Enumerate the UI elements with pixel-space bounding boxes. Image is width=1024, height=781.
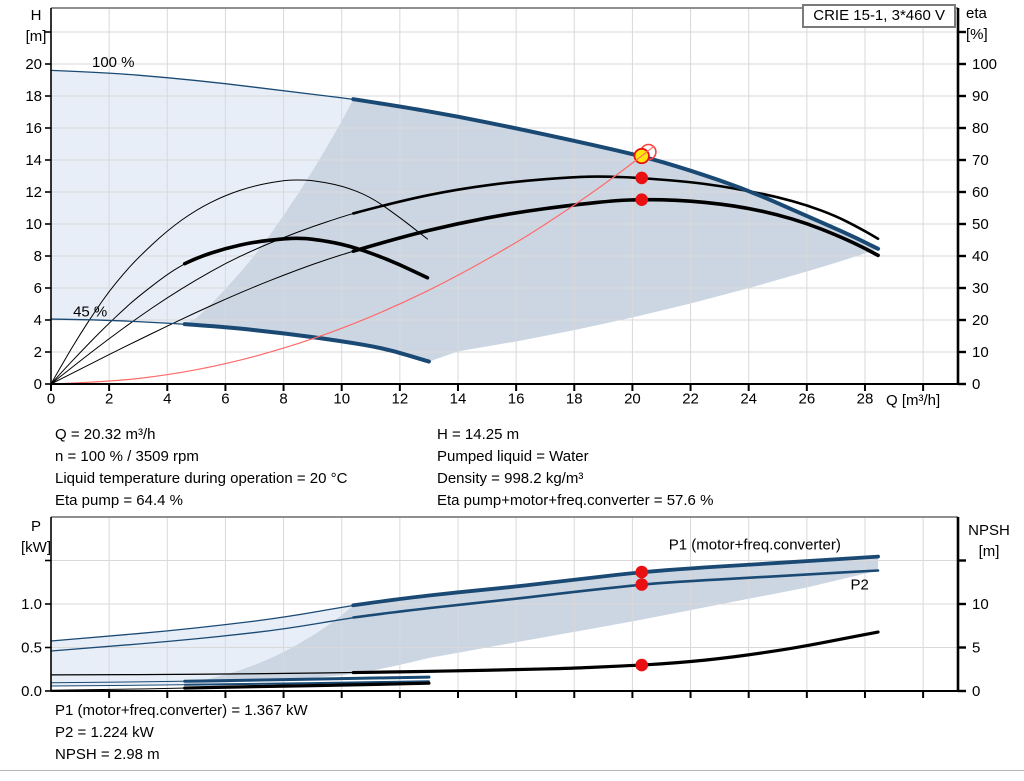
left-tick-label: 0.5 <box>21 640 42 657</box>
x-tick-label: 4 <box>163 390 171 407</box>
x-tick-label: 18 <box>566 390 583 407</box>
info-line-liquid: Pumped liquid = Water <box>437 448 589 465</box>
curve-eta-pump-100pct-operating-range <box>352 175 880 241</box>
npsh-axis-unit: [m] <box>978 543 1000 560</box>
curve-qh-45pct-operating-range <box>182 322 431 364</box>
speed-range-fill-light <box>51 70 354 325</box>
info-line-head: H = 14.25 m <box>437 426 520 443</box>
power-range-fill-light <box>51 605 354 687</box>
info-line-eta-pump: Eta pump = 64.4 % <box>55 492 183 509</box>
x-tick-label: 2 <box>105 390 113 407</box>
info-line-p1: P1 (motor+freq.converter) = 1.367 kW <box>55 702 308 719</box>
power-range-fill-dark <box>184 556 879 684</box>
x-tick-label: 10 <box>333 390 350 407</box>
pump-type-label: CRIE 15-1, 3*460 V <box>802 4 956 28</box>
bottom-separator <box>0 770 1024 771</box>
power-info-column: P1 (motor+freq.converter) = 1.367 kW P2 … <box>55 700 308 766</box>
right-tick-label: 5 <box>972 640 980 657</box>
curve-system-affinity <box>50 146 654 385</box>
left-tick-label: 12 <box>25 184 42 201</box>
right-tick-label: 50 <box>972 216 989 233</box>
h-axis-symbol: H <box>30 7 42 24</box>
x-tick-label: 8 <box>279 390 287 407</box>
curve-p1-100pct-operating-range <box>351 554 880 608</box>
left-tick-label: 1.0 <box>21 596 42 613</box>
left-tick-label: 6 <box>34 280 42 297</box>
left-tick-label: 10 <box>25 216 42 233</box>
curve-p2-100pct-operating-range <box>352 569 880 619</box>
eta-axis-title: eta [%] <box>966 3 1022 45</box>
info-line-p2: P2 = 1.224 kW <box>55 724 154 741</box>
left-tick-label: 18 <box>25 88 42 105</box>
right-tick-label: 90 <box>972 88 989 105</box>
curve-p2-45pct-operating-range <box>183 680 430 686</box>
x-tick-label: 14 <box>450 390 467 407</box>
curve-p1-45pct-operating-range <box>183 675 431 683</box>
x-tick-label: 28 <box>857 390 874 407</box>
curve-npsh-45pct-operating-range <box>183 681 431 690</box>
x-tick-label: 22 <box>682 390 699 407</box>
p2-point <box>635 578 649 591</box>
left-tick-label: 4 <box>34 312 42 329</box>
left-tick-label: 0 <box>34 376 42 393</box>
p-axis-unit: [kW] <box>21 539 51 556</box>
x-tick-label: 26 <box>798 390 815 407</box>
p1-point <box>635 565 649 579</box>
info-line-speed: n = 100 % / 3509 rpm <box>55 448 199 465</box>
x-tick-label: 6 <box>221 390 229 407</box>
left-tick-label: 2 <box>34 344 42 361</box>
p-axis-symbol: P <box>30 518 41 535</box>
eta-pump-point <box>635 171 649 185</box>
left-tick-label: 0.0 <box>21 683 42 700</box>
curve-eta-pump-45pct <box>50 179 428 385</box>
npsh-point <box>635 658 649 672</box>
left-tick-label: 14 <box>25 152 42 169</box>
left-tick-label: 20 <box>25 56 42 73</box>
operating-range-fill-dark <box>184 99 879 362</box>
x-tick-label: 0 <box>47 390 55 407</box>
h-axis-title: H [m] <box>14 5 58 47</box>
curve-npsh-100pct-operating-range <box>351 630 880 675</box>
right-tick-label: 70 <box>972 152 989 169</box>
right-tick-label: 0 <box>972 683 980 700</box>
q-axis-title: Q [m³/h] <box>886 392 941 409</box>
speed-100-label: 100 % <box>92 54 135 71</box>
right-tick-label: 30 <box>972 280 989 297</box>
left-tick-label: 8 <box>34 248 42 265</box>
info-line-eta-total: Eta pump+motor+freq.converter = 57.6 % <box>437 492 714 509</box>
duty-info-left-column: Q = 20.32 m³/h n = 100 % / 3509 rpm Liqu… <box>55 424 347 512</box>
speed-45-label: 45 % <box>73 304 107 321</box>
info-line-density: Density = 998.2 kg/m³ <box>437 470 584 487</box>
right-tick-label: 10 <box>972 344 989 361</box>
duty-info-right-column: H = 14.25 m Pumped liquid = Water Densit… <box>437 424 713 512</box>
right-tick-label: 80 <box>972 120 989 137</box>
curve-eta-pump-motor-fc-45pct-operating-range <box>182 236 430 280</box>
info-line-q: Q = 20.32 m³/h <box>55 426 156 443</box>
curve-eta-pump-motor-fc-100pct-operating-range <box>351 197 880 258</box>
eta-axis-symbol: eta <box>966 5 987 22</box>
h-axis-unit: [m] <box>25 28 47 45</box>
eta-total-point <box>635 193 649 206</box>
npsh-axis-symbol: NPSH <box>968 522 1010 539</box>
info-line-npsh: NPSH = 2.98 m <box>55 746 160 763</box>
right-tick-label: 60 <box>972 184 989 201</box>
x-tick-label: 12 <box>392 390 409 407</box>
x-tick-label: 20 <box>624 390 641 407</box>
x-tick-label: 16 <box>508 390 525 407</box>
x-tick-label: 24 <box>740 390 757 407</box>
right-tick-label: 20 <box>972 312 989 329</box>
p1-curve-label: P1 (motor+freq.converter) <box>669 536 841 553</box>
right-tick-label: 40 <box>972 248 989 265</box>
info-line-temperature: Liquid temperature during operation = 20… <box>55 470 348 487</box>
left-tick-label: 16 <box>25 120 42 137</box>
p2-curve-label: P2 <box>850 576 868 593</box>
eta-axis-unit: [%] <box>966 26 988 43</box>
right-tick-label: 0 <box>972 376 980 393</box>
npsh-axis-title: NPSH [m] <box>958 520 1020 562</box>
right-tick-label: 100 <box>972 56 997 73</box>
right-tick-label: 10 <box>972 596 989 613</box>
p-axis-title: P [kW] <box>10 516 62 558</box>
